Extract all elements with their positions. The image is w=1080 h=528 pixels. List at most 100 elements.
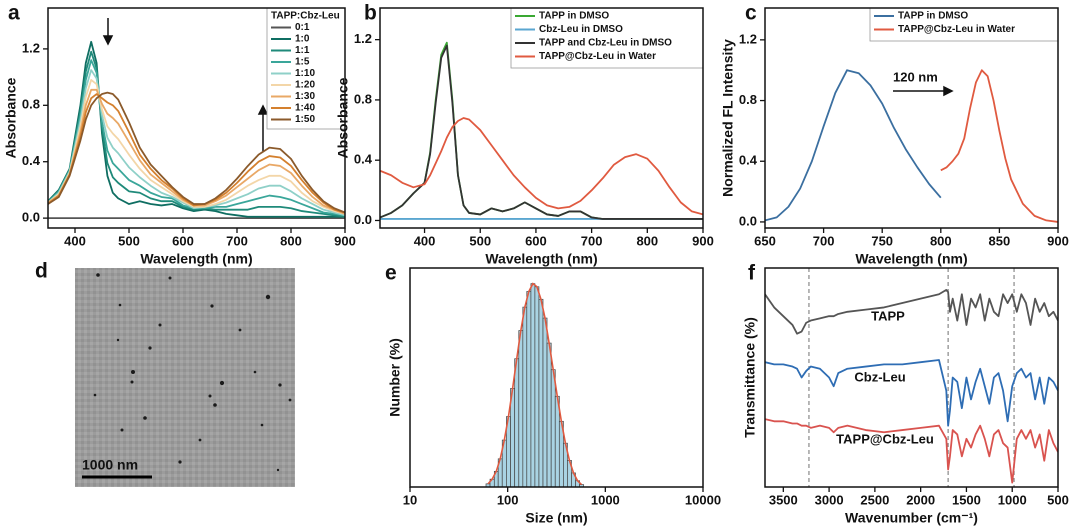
y-tick-label: 0.0 — [22, 210, 40, 225]
series-line — [48, 93, 345, 214]
y-tick-label: 0.4 — [739, 153, 758, 168]
plot-frame — [379, 7, 704, 229]
series-line — [380, 117, 703, 216]
histogram-bar — [526, 291, 532, 487]
histogram-bar — [530, 283, 536, 487]
x-tick-label: 700 — [581, 233, 603, 248]
histogram-bar — [546, 342, 552, 487]
x-axis-title: Wavenumber (cm⁻¹) — [845, 510, 978, 526]
panel-label: e — [385, 262, 397, 285]
x-tick-label: 2500 — [860, 492, 889, 507]
panel-label: d — [35, 260, 48, 283]
x-tick-label: 700 — [813, 233, 835, 248]
y-tick-label: 0.4 — [22, 153, 41, 168]
x-tick-label: 10 — [403, 492, 417, 507]
legend-label: TAPP in DMSO — [898, 11, 968, 22]
x-tick-label: 800 — [280, 233, 302, 248]
series-line — [48, 59, 345, 217]
panel-label: f — [748, 262, 756, 285]
y-axis-title: Absorbance — [335, 77, 351, 158]
histogram-bar — [522, 306, 528, 487]
series-line — [48, 69, 345, 217]
tem-texture — [75, 268, 295, 487]
series-line — [765, 359, 1058, 427]
x-tick-label: 750 — [871, 233, 893, 248]
y-tick-label: 1.2 — [22, 40, 40, 55]
y-axis-title: Absorbance — [3, 77, 19, 158]
panel: e Size (nm) Number (%) 10 100 1000 10000 — [385, 262, 721, 526]
tem-image — [75, 268, 295, 487]
legend-label: 1:1 — [295, 45, 310, 56]
series-label: Cbz-Leu — [854, 369, 905, 384]
legend-label: TAPP and Cbz-Leu in DMSO — [539, 38, 672, 49]
series-line — [48, 40, 345, 218]
x-axis-title: Wavelength (nm) — [855, 251, 967, 267]
panel: c Wavelength (nm) Normalized FL Intensity 6… — [720, 2, 1069, 267]
y-tick-label: 0.0 — [739, 213, 757, 228]
plot-frame — [47, 7, 346, 229]
y-axis-title: Number (%) — [387, 338, 403, 417]
x-tick-label: 1500 — [952, 492, 981, 507]
series-line — [940, 69, 1058, 223]
x-tick-label: 900 — [692, 233, 714, 248]
x-tick-label: 600 — [172, 233, 194, 248]
legend-box — [869, 7, 1059, 42]
y-tick-label: 1.2 — [739, 31, 757, 46]
series-line — [380, 41, 703, 220]
x-axis-title: Wavelength (nm) — [140, 251, 252, 267]
legend-label: 1:10 — [295, 68, 315, 79]
panel-label: c — [745, 2, 757, 25]
y-tick-label: 0.8 — [739, 92, 757, 107]
plot-area — [48, 40, 345, 220]
x-tick-label: 3500 — [769, 492, 798, 507]
annotation-arrows — [102, 18, 954, 152]
x-tick-label: 100 — [497, 492, 519, 507]
legend-box — [510, 7, 704, 69]
legend-label: 0:1 — [295, 22, 310, 33]
panel: b Wavelength (nm) Absorbance 400 500 600 700 80… — [335, 2, 714, 267]
x-axis-title: Wavelength (nm) — [485, 251, 597, 267]
panel: f Wavenumber (cm⁻¹) Transmittance (%) 3500 3… — [742, 262, 1069, 526]
x-tick-label: 1000 — [998, 492, 1027, 507]
series-label: TAPP@Cbz-Leu — [836, 431, 934, 446]
panel-label: b — [364, 2, 377, 25]
fit-curve — [487, 282, 583, 486]
series-line — [48, 50, 345, 218]
legend-label: 1:30 — [295, 91, 315, 102]
legend-label: Cbz-Leu in DMSO — [539, 24, 623, 35]
y-tick-label: 0.8 — [354, 91, 372, 106]
x-tick-label: 10000 — [685, 492, 721, 507]
particles — [93, 273, 292, 472]
x-tick-label: 850 — [989, 233, 1011, 248]
series-line — [48, 91, 345, 214]
panel: d 1000 nm — [35, 260, 152, 479]
histogram-bar — [534, 286, 540, 487]
plot-frame — [764, 7, 1059, 229]
legend-label: TAPP@Cbz-Leu in Water — [898, 24, 1015, 35]
x-tick-label: 400 — [64, 233, 86, 248]
legend-label: TAPP@Cbz-Leu in Water — [539, 51, 656, 62]
legend-label: 1:20 — [295, 80, 315, 91]
y-tick-label: 0.4 — [354, 152, 373, 167]
x-tick-label: 900 — [334, 233, 356, 248]
x-tick-label: 400 — [414, 233, 436, 248]
legend-label: 1:0 — [295, 34, 310, 45]
plot-area — [765, 268, 1058, 487]
histogram-bar — [538, 298, 544, 487]
x-tick-label: 500 — [1047, 492, 1069, 507]
series-line — [765, 289, 1058, 335]
panel-label: a — [8, 2, 20, 25]
x-tick-label: 500 — [469, 233, 491, 248]
plot-area — [765, 69, 1058, 223]
histogram-bar — [542, 317, 548, 487]
y-axis-title: Normalized FL Intensity — [720, 39, 736, 197]
annotation: 120 nm — [893, 69, 938, 84]
plot-frame — [409, 267, 704, 488]
legend-label: 1:50 — [295, 114, 315, 125]
x-tick-label: 500 — [118, 233, 140, 248]
series-line — [48, 88, 345, 215]
legend-title: TAPP:Cbz-Leu — [271, 11, 340, 22]
series-line — [765, 418, 1058, 484]
scale-bar-label: 1000 nm — [82, 457, 138, 473]
